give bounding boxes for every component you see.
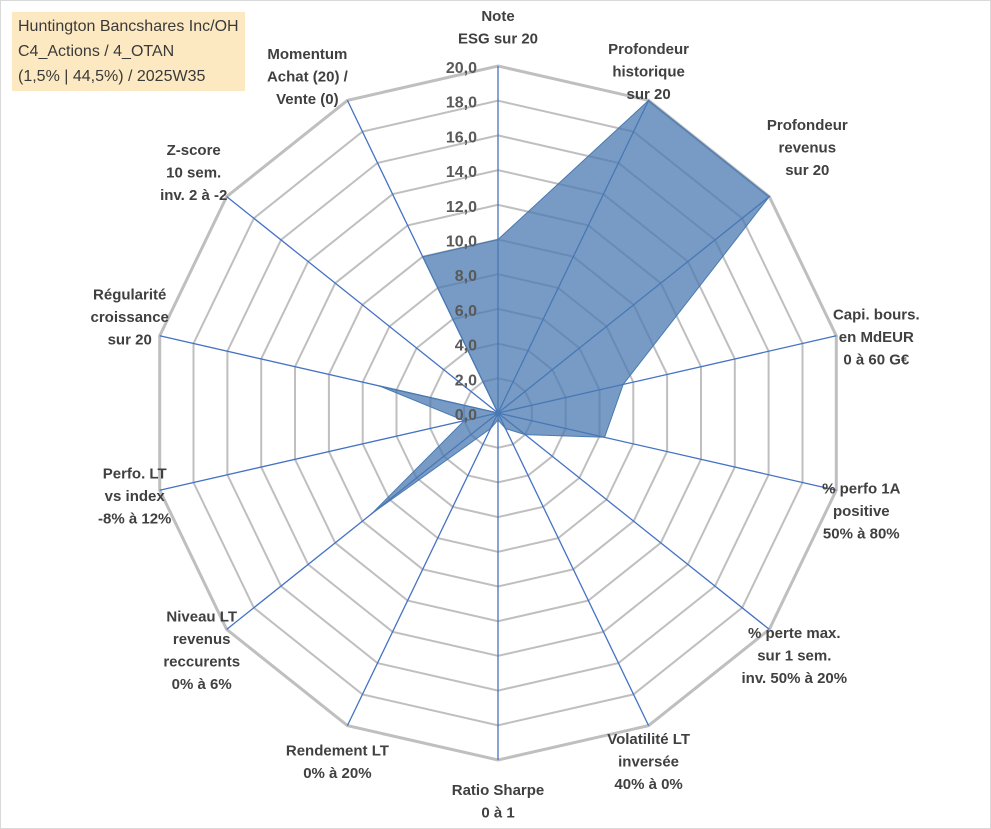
axis-label-line: Ratio Sharpe [452,782,545,799]
axis-label-line: sur 20 [785,162,829,179]
axis-label-line: Z-score [167,142,221,159]
tick-label: 14,0 [446,164,477,181]
axis-label-line: Régularité [93,286,166,303]
axis-label: Profondeur revenus sur 20 [767,117,848,179]
axis-label-line: Achat (20) / [267,68,349,85]
axis-labels: Note ESG sur 20 Profondeur historique sur 20… [91,8,920,822]
radar-series [371,99,771,515]
axis-label: Niveau LT revenus reccurents 0% à 6% [163,609,240,694]
data-point [504,427,507,430]
spoke-line [346,412,499,726]
axis-label: Capi. bours. en MdEUR 0 à 60 G€ [833,306,920,368]
axis-label-line: 50% à 80% [823,526,900,543]
axis-label: Régularité croissance sur 20 [91,286,169,348]
tick-label: 6,0 [455,303,477,320]
axis-label-line: vs index [105,488,166,505]
axis-label-line: revenus [173,631,231,648]
axis-label: Ratio Sharpe 0 à 1 [452,782,545,822]
axis-label-line: sur 20 [626,86,670,103]
axis-label-line: Momentum [267,46,347,63]
axis-label-line: 40% à 0% [614,776,682,793]
data-point [524,433,526,436]
info-box: Huntington Bancshares Inc/OH C4_Actions … [12,12,245,91]
axis-label-line: Rendement LT [286,742,389,759]
axis-label: % perfo 1A positive 50% à 80% [822,481,901,543]
axis-label-line: 0 à 1 [481,804,514,821]
axis-label-line: Capi. bours. [833,306,920,323]
data-point [489,427,492,430]
data-point [463,419,466,422]
axis-label-line: Profondeur [767,117,848,134]
info-category: C4_Actions / 4_OTAN [18,43,175,60]
tick-label: 4,0 [455,338,477,355]
axis-label-line: % perte max. [748,625,841,642]
data-point [622,383,624,386]
axis-label-line: 0% à 6% [172,676,232,693]
axis-label-line: inv. 50% à 20% [741,670,847,687]
spoke-line [497,412,650,726]
axis-label-line: 0 à 60 G€ [843,351,910,368]
data-point [603,436,606,439]
axis-label: Momentum Achat (20) / Vente (0) [267,46,349,108]
axis-label-line: 10 sem. [166,165,221,182]
axis-label-line: positive [833,503,890,520]
axis-label: Perfo. LT vs index -8% à 12% [98,466,171,528]
axis-label-line: Profondeur [608,41,689,58]
axis-label-line: Vente (0) [276,91,339,108]
tick-label: 12,0 [446,199,477,216]
info-period: (1,5% | 44,5%) / 2025W35 [18,68,206,85]
axis-label-line: reccurents [163,654,240,671]
axis-label-line: sur 1 sem. [757,647,831,664]
axis-label-line: Niveau LT [166,609,237,626]
axis-label-line: croissance [91,309,169,326]
tick-label: 20,0 [446,60,477,77]
data-point [768,195,771,198]
data-point [647,99,650,102]
axis-label: Note ESG sur 20 [458,8,538,48]
axis-label-line: -8% à 12% [98,511,171,528]
axis-label: Volatilité LT inversée 40% à 0% [607,731,690,793]
tick-label: 0,0 [455,407,477,424]
axis-label-line: historique [612,63,685,80]
radial-tick-labels: 0,0 2,0 4,0 6,0 8,0 10,0 12,0 14,0 16,0 18,0 20,0 [446,60,477,424]
tick-label: 18,0 [446,95,477,112]
data-point [421,255,424,258]
spoke-line [497,412,770,630]
spoke-line [159,412,499,491]
axis-label-line: en MdEUR [839,329,914,346]
axis-label: % perte max. sur 1 sem. inv. 50% à 20% [741,625,847,687]
axis-label-line: inv. 2 à -2 [160,187,227,204]
tick-label: 2,0 [455,372,477,389]
data-point [378,385,381,387]
data-point [371,512,373,515]
tick-label: 10,0 [446,234,477,251]
axis-label-line: % perfo 1A [822,481,901,498]
axis-label-line: 0% à 20% [303,765,371,782]
data-point [497,238,499,241]
info-company-name: Huntington Bancshares Inc/OH [18,18,239,35]
data-point [497,419,499,421]
data-point [497,412,499,414]
axis-label-line: ESG sur 20 [458,30,538,47]
axis-label-line: inversée [618,754,679,771]
spoke-line [226,196,499,414]
tick-label: 16,0 [446,129,477,146]
axis-label: Rendement LT 0% à 20% [286,742,389,782]
axis-label-line: revenus [779,140,837,157]
tick-label: 8,0 [455,268,477,285]
axis-label-line: Volatilité LT [607,731,690,748]
axis-label: Z-score 10 sem. inv. 2 à -2 [160,142,227,204]
axis-label-line: Perfo. LT [103,466,167,483]
axis-label-line: Note [481,8,514,25]
axis-label: Profondeur historique sur 20 [608,41,689,103]
axis-label-line: sur 20 [108,331,152,348]
